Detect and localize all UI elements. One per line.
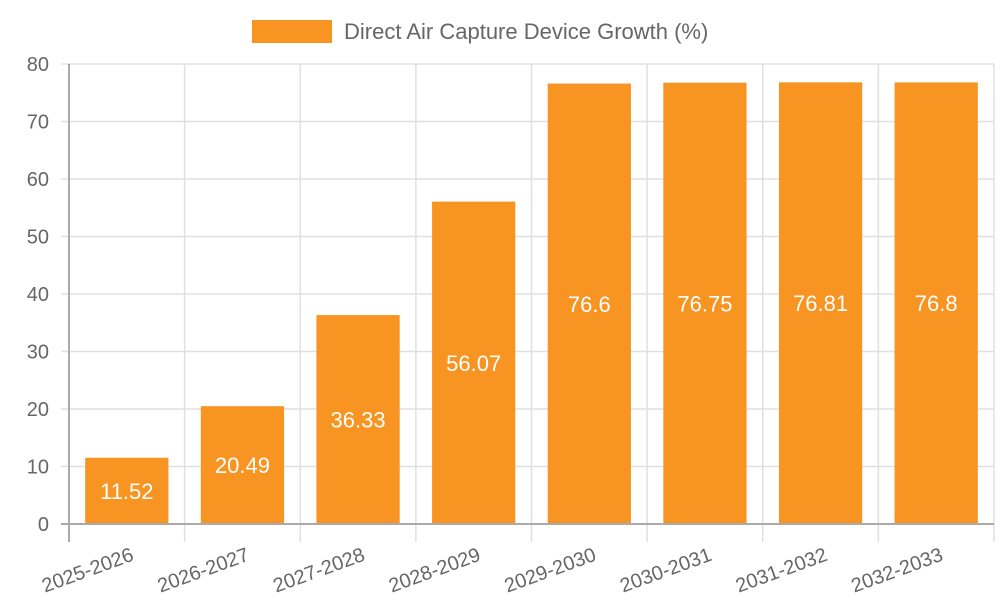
x-tick-label: 2026-2027 [155, 544, 252, 597]
data-label: 56.07 [446, 351, 501, 376]
y-tick-label: 80 [27, 54, 49, 76]
x-tick-label: 2030-2031 [617, 544, 714, 597]
legend[interactable]: Direct Air Capture Device Growth (%) [252, 19, 708, 44]
y-tick-label: 20 [27, 399, 49, 421]
data-label: 36.33 [331, 408, 386, 433]
x-tick-label: 2028-2029 [386, 544, 483, 597]
bar [316, 315, 400, 524]
x-tick-label: 2029-2030 [502, 544, 599, 597]
x-tick-label: 2027-2028 [270, 544, 367, 597]
bar [432, 201, 516, 524]
bar [778, 82, 863, 524]
axes [61, 64, 994, 542]
x-tick-label: 2025-2026 [39, 544, 136, 597]
y-tick-label: 0 [38, 514, 49, 536]
y-tick-label: 10 [27, 457, 49, 479]
data-labels: 11.52 20.49 36.33 56.07 76.6 76.75 76.81 76.8 [100, 291, 958, 504]
data-label: 11.52 [100, 479, 153, 504]
data-label: 76.6 [568, 292, 611, 317]
y-tick-label: 40 [27, 284, 49, 306]
legend-label: Direct Air Capture Device Growth (%) [344, 19, 708, 44]
data-label: 20.49 [215, 453, 270, 478]
bar [547, 83, 631, 525]
y-tick-label: 30 [27, 342, 49, 364]
y-axis-ticks: 0 10 20 30 40 50 60 70 80 [27, 54, 49, 536]
bar [200, 406, 285, 524]
legend-swatch [252, 20, 332, 43]
y-tick-label: 60 [27, 169, 49, 191]
data-label: 76.81 [793, 291, 848, 316]
bar [85, 457, 169, 524]
data-label: 76.75 [677, 291, 732, 316]
y-tick-label: 70 [27, 112, 49, 134]
data-label: 76.8 [915, 291, 958, 316]
bars [85, 82, 978, 525]
bar [894, 82, 978, 525]
bar [663, 82, 747, 524]
grid [61, 63, 995, 542]
x-tick-label: 2031-2032 [733, 544, 830, 597]
y-tick-label: 50 [27, 227, 49, 249]
x-axis-ticks: 2025-2026 2026-2027 2027-2028 2028-2029 2029… [39, 544, 946, 597]
x-tick-label: 2032-2033 [848, 544, 945, 597]
